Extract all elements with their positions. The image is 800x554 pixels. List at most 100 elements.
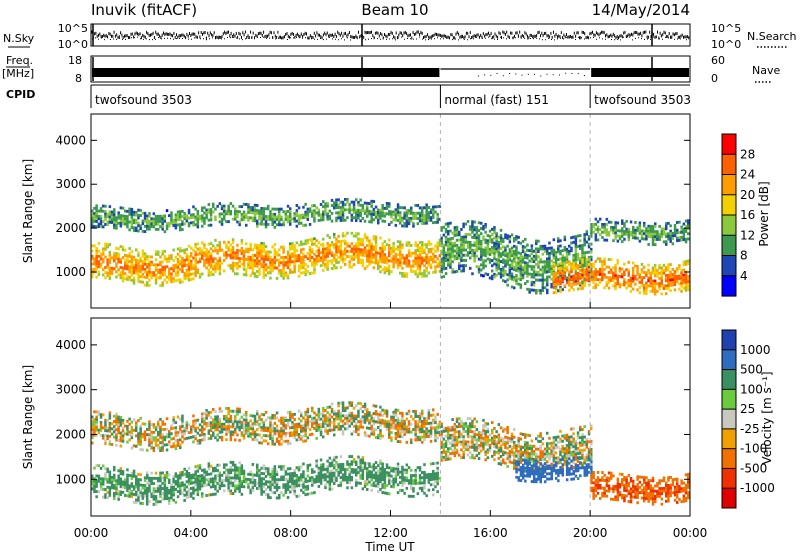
heatmap-cell: [370, 427, 373, 431]
heatmap-cell: [214, 425, 217, 429]
heatmap-cell: [223, 207, 226, 211]
heatmap-cell: [421, 248, 424, 252]
heatmap-cell: [587, 266, 591, 270]
heatmap-cell: [368, 202, 371, 205]
heatmap-cell: [295, 211, 299, 215]
heatmap-cell: [317, 208, 321, 212]
heatmap-cell: [99, 214, 103, 218]
heatmap-cell: [295, 249, 299, 253]
heatmap-cell: [104, 247, 107, 251]
heatmap-cell: [124, 486, 127, 490]
heatmap-cell: [532, 270, 536, 274]
heatmap-cell: [656, 282, 659, 286]
heatmap-cell: [361, 405, 365, 408]
heatmap-cell: [247, 216, 250, 220]
heatmap-cell: [209, 429, 213, 432]
heatmap-cell: [207, 260, 211, 264]
heatmap-cell: [638, 224, 642, 227]
heatmap-cell: [117, 211, 120, 215]
heatmap-cell: [110, 432, 114, 436]
cpid-segment-label: twofsound 3503: [95, 93, 192, 107]
heatmap-cell: [585, 278, 589, 282]
heatmap-cell: [203, 438, 206, 441]
heatmap-cell: [220, 248, 224, 252]
heatmap-cell: [106, 274, 109, 277]
heatmap-cell: [374, 205, 378, 209]
heatmap-cell: [198, 217, 202, 221]
heatmap-cell: [245, 216, 248, 219]
heatmap-cell: [561, 276, 564, 280]
heatmap-cell: [554, 290, 558, 294]
heatmap-cell: [403, 216, 406, 220]
heatmap-cell: [126, 486, 129, 490]
heatmap-cell: [148, 225, 151, 228]
heatmap-cell: [510, 249, 514, 252]
heatmap-cell: [236, 210, 239, 213]
heatmap-cell: [667, 268, 670, 272]
heatmap-cell: [335, 417, 338, 421]
heatmap-cell: [416, 262, 420, 265]
heatmap-cell: [594, 228, 598, 231]
heatmap-cell: [510, 285, 514, 289]
heatmap-cell: [117, 482, 120, 486]
heatmap-cell: [572, 264, 575, 268]
heatmap-cell: [425, 253, 428, 257]
heatmap-cell: [132, 229, 136, 232]
heatmap-cell: [132, 268, 136, 272]
heatmap-cell: [399, 422, 402, 425]
heatmap-cell: [607, 233, 611, 237]
heatmap-cell: [601, 265, 604, 269]
heatmap-cell: [464, 259, 468, 262]
heatmap-cell: [110, 443, 114, 446]
heatmap-cell: [289, 260, 292, 264]
heatmap-cell: [592, 265, 595, 269]
heatmap-cell: [297, 264, 301, 268]
heatmap-cell: [418, 246, 422, 250]
heatmap-cell: [256, 256, 259, 260]
heatmap-cell: [546, 283, 549, 287]
heatmap-cell: [647, 232, 650, 236]
heatmap-cell: [165, 497, 169, 500]
heatmap-cell: [121, 279, 125, 283]
heatmap-cell: [482, 264, 485, 267]
heatmap-cell: [361, 425, 365, 429]
heatmap-cell: [574, 261, 578, 264]
heatmap-cell: [242, 252, 246, 256]
heatmap-cell: [315, 413, 318, 417]
heatmap-cell: [104, 488, 107, 491]
heatmap-cell: [658, 225, 661, 228]
heatmap-cell: [427, 261, 431, 264]
heatmap-cell: [269, 261, 272, 264]
heatmap-cell: [623, 278, 626, 282]
freq-tick-bottom: 8: [75, 72, 82, 85]
heatmap-cell: [682, 230, 686, 234]
heatmap-cell: [508, 274, 512, 278]
heatmap-cell: [249, 216, 252, 220]
heatmap-cell: [218, 261, 222, 265]
heatmap-cell: [381, 413, 384, 417]
heatmap-cell: [504, 246, 507, 250]
heatmap-cell: [115, 257, 118, 261]
heatmap-cell: [561, 257, 564, 260]
heatmap-cell: [91, 273, 94, 276]
heatmap-cell: [390, 252, 393, 255]
heatmap-cell: [444, 222, 448, 226]
heatmap-cell: [130, 495, 134, 499]
heatmap-cell: [163, 473, 167, 477]
heatmap-cell: [234, 207, 237, 211]
heatmap-cell: [352, 430, 356, 433]
heatmap-cell: [271, 424, 274, 428]
heatmap-cell: [418, 206, 422, 210]
heatmap-cell: [218, 246, 222, 250]
heatmap-cell: [548, 270, 551, 274]
heatmap-cell: [159, 417, 162, 421]
heatmap-cell: [113, 486, 116, 490]
heatmap-cell: [293, 217, 296, 221]
heatmap-cell: [576, 271, 580, 275]
heatmap-cell: [344, 250, 347, 253]
heatmap-cell: [335, 206, 338, 210]
heatmap-cell: [504, 269, 507, 273]
heatmap-cell: [258, 209, 261, 213]
heatmap-cell: [335, 258, 338, 262]
heatmap-cell: [662, 287, 666, 291]
